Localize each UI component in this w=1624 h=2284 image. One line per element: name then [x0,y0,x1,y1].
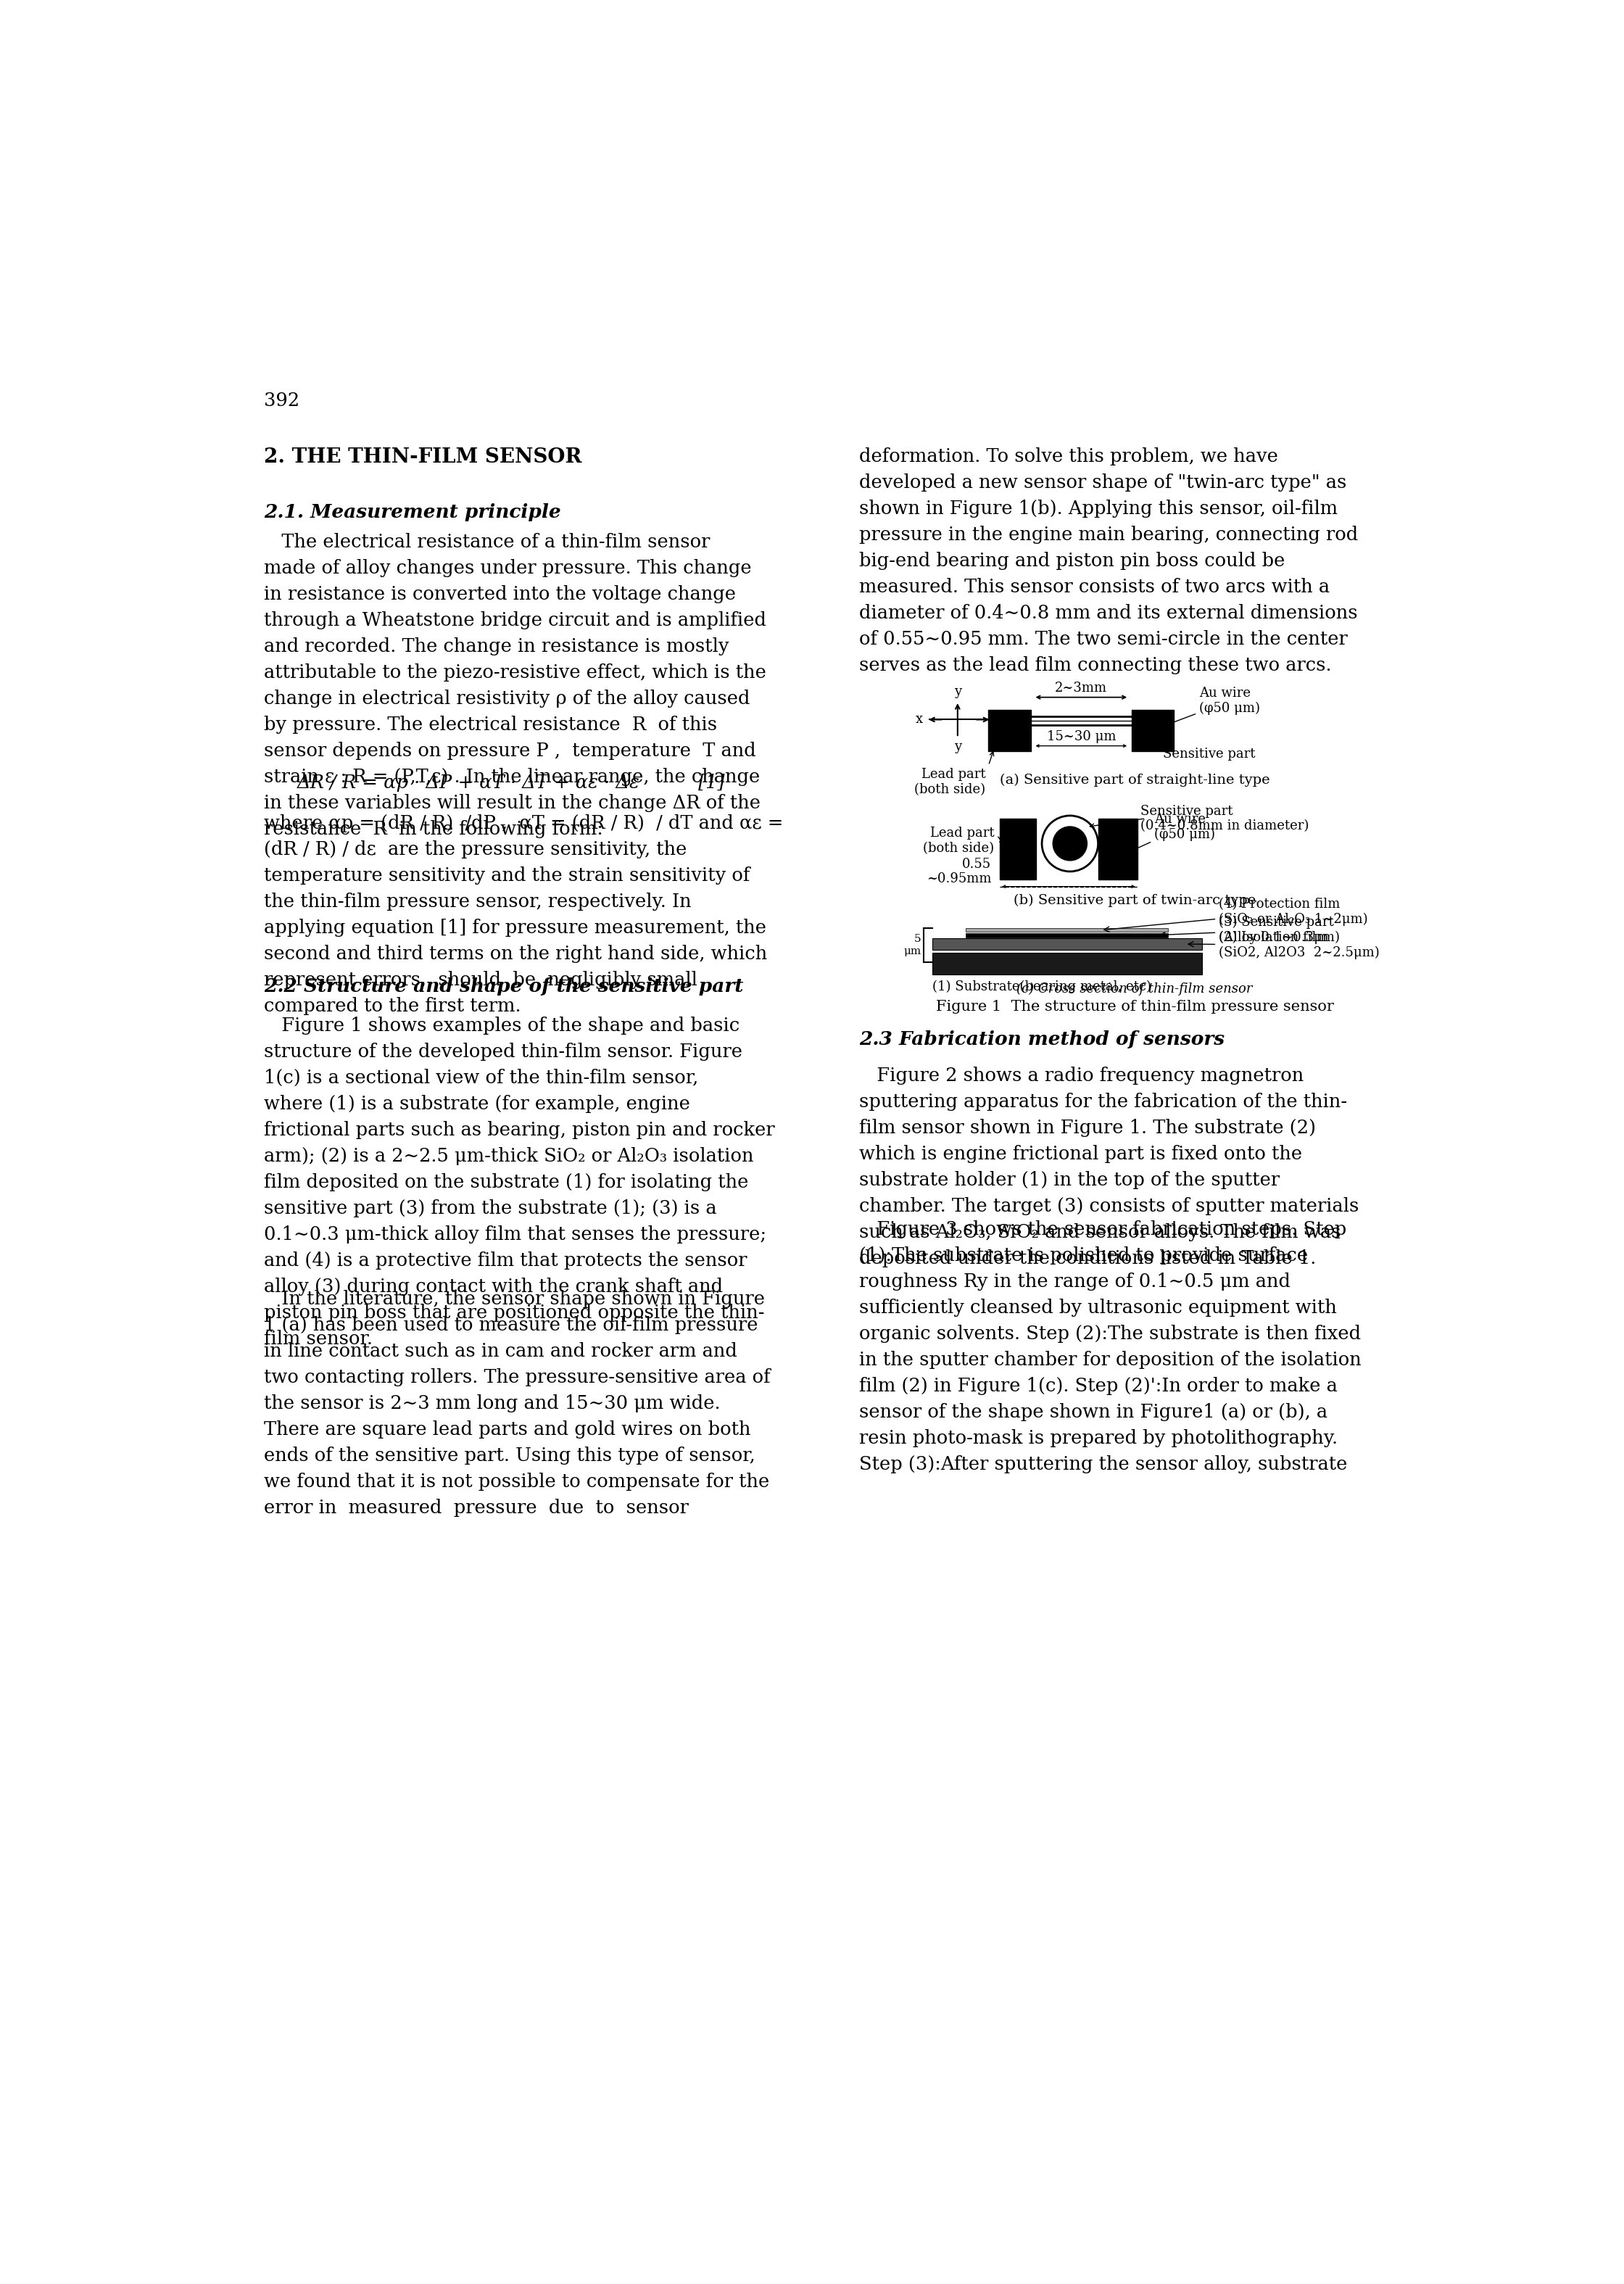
Text: Figure 3 shows the sensor fabrication steps. Step
(1):The substrate is polished : Figure 3 shows the sensor fabrication st… [859,1220,1361,1473]
Bar [966,927,1168,932]
Text: (c) Cross section of thin-film sensor: (c) Cross section of thin-film sensor [1017,982,1252,996]
Text: (4) Protection film
(SiO₂ or Al₂O₃ 1~2μm): (4) Protection film (SiO₂ or Al₂O₃ 1~2μm… [1104,898,1367,932]
Text: deformation. To solve this problem, we have
developed a new sensor shape of "twi: deformation. To solve this problem, we h… [859,448,1358,674]
Text: 2.2 Structure and shape of the sensitive part: 2.2 Structure and shape of the sensitive… [263,978,744,996]
Text: (3) Sensitive part
(Alloy 0.1~0.3μm): (3) Sensitive part (Alloy 0.1~0.3μm) [1160,916,1340,943]
Text: 0.55
~0.95mm: 0.55 ~0.95mm [926,856,991,886]
Bar [1000,818,1036,879]
Text: Figure 2 shows a radio frequency magnetron
sputtering apparatus for the fabricat: Figure 2 shows a radio frequency magnetr… [859,1067,1359,1268]
Text: (b) Sensitive part of twin-arc type: (b) Sensitive part of twin-arc type [1013,893,1255,907]
Bar [1098,818,1137,879]
Text: 2. THE THIN-FILM SENSOR: 2. THE THIN-FILM SENSOR [263,448,581,466]
Text: Lead part
(both side): Lead part (both side) [914,767,986,797]
Text: y: y [953,740,961,754]
Text: (2) Isolation film
(SiO2, Al2O3  2~2.5μm): (2) Isolation film (SiO2, Al2O3 2~2.5μm) [1189,932,1380,959]
Text: Figure 1 shows examples of the shape and basic
structure of the developed thin-f: Figure 1 shows examples of the shape and… [263,1016,775,1348]
Bar [932,939,1202,950]
Text: Au wire
(φ50 μm): Au wire (φ50 μm) [1132,813,1215,852]
Text: 2.3 Fabrication method of sensors: 2.3 Fabrication method of sensors [859,1030,1224,1048]
Bar [932,952,1202,975]
Bar [1132,710,1174,751]
Text: 15~30 μm: 15~30 μm [1046,731,1116,742]
Text: The electrical resistance of a thin-film sensor
made of alloy changes under pres: The electrical resistance of a thin-film… [263,532,767,838]
Text: where αp = (dR / R)  /dP ,  αT = (dR / R)  / dT and αε =
(dR / R) / dε  are the : where αp = (dR / R) /dP , αT = (dR / R) … [263,815,783,1016]
Bar [989,710,1031,751]
Text: x: x [994,713,1002,726]
Text: Sensitive part
(0.4~0.8mm in diameter): Sensitive part (0.4~0.8mm in diameter) [1140,804,1309,834]
Text: 2~3mm: 2~3mm [1056,681,1108,694]
Text: Au wire
(φ50 μm): Au wire (φ50 μm) [1166,687,1260,726]
Text: Lead part
(both side): Lead part (both side) [922,827,994,854]
Text: In the literature, the sensor shape shown in Figure
1 (a) has been used to measu: In the literature, the sensor shape show… [263,1290,770,1517]
Text: ΔR / R = αp · ΔP + αT · ΔT + αε · Δε          [1]: ΔR / R = αp · ΔP + αT · ΔT + αε · Δε [1] [297,774,726,793]
Bar [966,932,1168,936]
Text: (1) Substrate(bearing metal, etc): (1) Substrate(bearing metal, etc) [932,980,1151,994]
Text: Sensitive part: Sensitive part [1163,747,1255,761]
Text: (a) Sensitive part of straight-line type: (a) Sensitive part of straight-line type [999,774,1270,788]
Text: x: x [916,713,922,726]
Text: y: y [953,685,961,699]
Text: 5
μm: 5 μm [903,934,921,957]
Text: 392: 392 [263,391,299,409]
Circle shape [1043,815,1098,872]
Text: Figure 1  The structure of thin-film pressure sensor: Figure 1 The structure of thin-film pres… [935,1000,1333,1014]
Text: 2.1. Measurement principle: 2.1. Measurement principle [263,502,560,521]
Circle shape [1052,827,1086,861]
